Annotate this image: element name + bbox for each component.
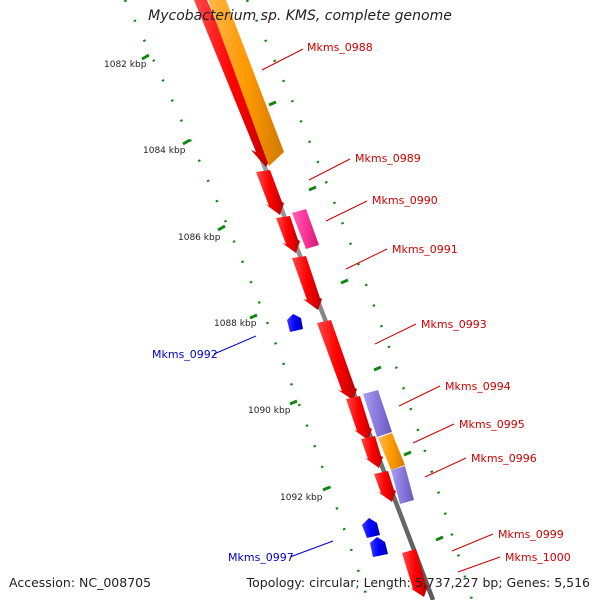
leader-line-mkms-1000 — [457, 556, 501, 573]
outer-tick — [268, 100, 277, 107]
gene-arrow-mkms-0996[interactable] — [391, 466, 414, 504]
outer-tick — [373, 365, 382, 372]
leader-line-mkms-0994 — [398, 385, 441, 407]
gene-label-mkms-0999[interactable]: Mkms_0999 — [498, 528, 564, 541]
leader-line-mkms-0993 — [374, 323, 417, 345]
tick-mark-1088 — [249, 313, 258, 320]
leader-line-mkms-0996 — [424, 457, 467, 478]
gene-label-mkms-1000[interactable]: Mkms_1000 — [505, 551, 571, 564]
leader-line-mkms-0991 — [345, 248, 388, 270]
ruler-label: 1084 kbp — [143, 146, 186, 156]
gene-label-mkms-0990[interactable]: Mkms_0990 — [372, 194, 438, 207]
gene-label-mkms-0992[interactable]: Mkms_0992 — [152, 348, 218, 361]
leader-line-mkms-0989 — [308, 158, 351, 181]
genome-stats-text: Topology: circular; Length: 5,737,227 bp… — [246, 575, 590, 590]
gene-arrow-blue[interactable] — [370, 537, 388, 557]
leader-line-mkms-0995 — [412, 423, 455, 444]
gene-label-mkms-0991[interactable]: Mkms_0991 — [392, 243, 458, 256]
gene-arrow-purple-0994[interactable] — [363, 390, 392, 437]
ruler-label: 1090 kbp — [248, 406, 291, 416]
gene-arrow-mkms-0994[interactable] — [346, 396, 372, 440]
gene-arrow-red-0996[interactable] — [374, 471, 396, 502]
leader-line-mkms-0999 — [451, 533, 494, 552]
gene-arrow-mkms-0993[interactable] — [317, 320, 357, 400]
tick-mark-1082 — [141, 53, 150, 61]
gene-arrow-mkms-0991[interactable] — [292, 256, 322, 310]
gene-arrow-mkms-0992[interactable] — [287, 314, 303, 332]
gene-label-mkms-0989[interactable]: Mkms_0989 — [355, 152, 421, 165]
outer-tick — [340, 278, 349, 285]
gene-arrow-mkms-0988[interactable] — [208, 0, 284, 166]
tick-mark-1092 — [322, 485, 331, 492]
accession-text: Accession: NC_008705 — [9, 575, 152, 590]
gene-arrow-red[interactable] — [194, 0, 274, 167]
gene-label-mkms-0994[interactable]: Mkms_0994 — [445, 380, 511, 393]
outer-ruler-circle — [245, 0, 474, 601]
gene-arrow-mkms-0990[interactable] — [292, 209, 319, 249]
gene-arrow-mkms-0990-red[interactable] — [276, 216, 300, 253]
map-title: Mycobacterium sp. KMS, complete genome — [148, 8, 452, 24]
gene-arrow-mkms-0989[interactable] — [256, 170, 284, 215]
gene-arrow-red-0995[interactable] — [361, 436, 383, 468]
leader-line-mkms-0988 — [261, 48, 304, 71]
tick-mark-1090 — [289, 399, 298, 406]
gene-arrow-mkms-1000[interactable] — [402, 549, 428, 597]
gene-label-mkms-0993[interactable]: Mkms_0993 — [421, 318, 487, 331]
ruler-label: 1086 kbp — [178, 233, 221, 243]
outer-tick — [435, 535, 444, 542]
tick-mark-1086 — [217, 224, 226, 232]
ruler-label: 1088 kbp — [214, 319, 257, 329]
gene-label-mkms-0988[interactable]: Mkms_0988 — [307, 41, 373, 54]
outer-tick — [308, 185, 317, 192]
outer-tick — [403, 450, 412, 457]
ruler-label: 1092 kbp — [280, 493, 323, 503]
leader-line-mkms-0992 — [213, 335, 257, 355]
leader-line-mkms-0990 — [325, 200, 368, 222]
gene-arrow-mkms-0995[interactable] — [378, 433, 405, 470]
gene-label-mkms-0996[interactable]: Mkms_0996 — [471, 452, 537, 465]
gene-label-mkms-0995[interactable]: Mkms_0995 — [459, 418, 525, 431]
ruler-label: 1082 kbp — [104, 60, 147, 70]
tick-mark-1084 — [182, 138, 191, 146]
gene-label-mkms-0997[interactable]: Mkms_0997 — [228, 551, 294, 564]
gene-arrow-mkms-0997[interactable] — [362, 518, 380, 538]
leader-line-mkms-0997 — [289, 540, 334, 558]
